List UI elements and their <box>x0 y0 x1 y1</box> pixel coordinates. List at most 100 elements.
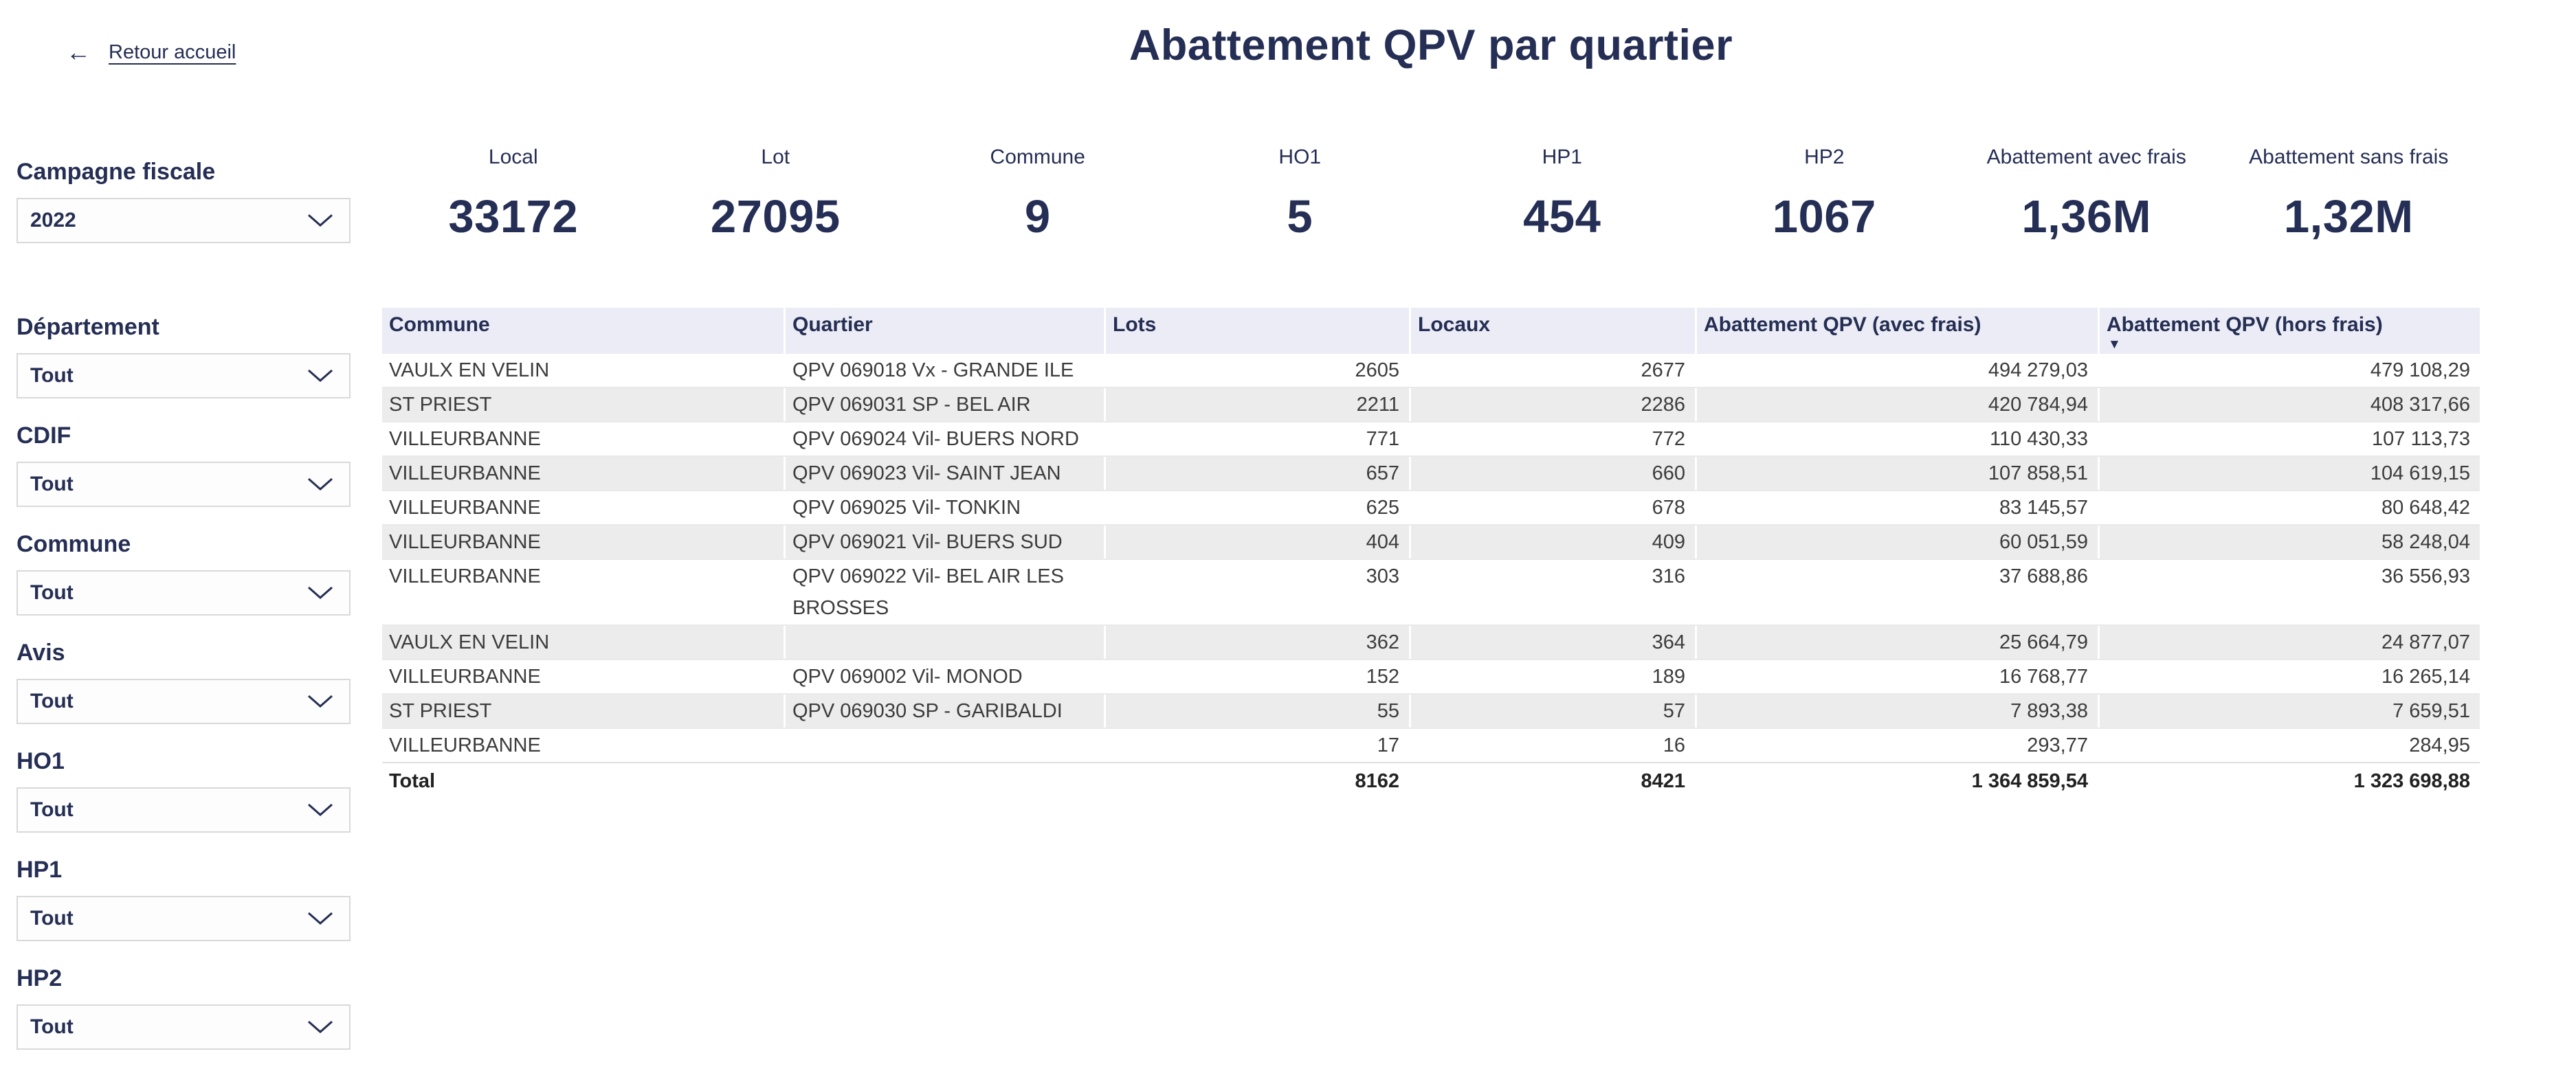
filter-group-hp2: HP2 Tout <box>16 965 351 1050</box>
cell-commune: VILLEURBANNE <box>389 531 541 553</box>
cell-commune: VILLEURBANNE <box>389 497 541 519</box>
cell-abattement-avec-frais: 494 279,03 <box>1988 359 2088 381</box>
column-header-locaux[interactable]: Locaux <box>1409 308 1695 354</box>
cell-abattement-hors-frais: 479 108,29 <box>2370 359 2470 381</box>
cell-total-lots: 8162 <box>1355 770 1399 792</box>
filter-label: Campagne fiscale <box>16 159 216 185</box>
table-row[interactable]: VILLEURBANNE QPV 069024 Vil- BUERS NORD … <box>382 421 2480 455</box>
kpi-label: HO1 <box>1278 146 1322 168</box>
filter-select-avis[interactable]: Tout <box>16 679 351 724</box>
cell-quartier: QPV 069025 Vil- TONKIN <box>792 497 1021 519</box>
filter-select-commune[interactable]: Tout <box>16 570 351 616</box>
cell-lots: 17 <box>1377 734 1399 756</box>
filter-group-ho1: HO1 Tout <box>16 747 351 833</box>
table-row[interactable]: VILLEURBANNE QPV 069021 Vil- BUERS SUD 4… <box>382 524 2480 559</box>
kpi-label: HP2 <box>1804 146 1845 168</box>
filter-selected-value: Tout <box>30 798 74 821</box>
table-row[interactable]: VILLEURBANNE 17 16 293,77 284,95 <box>382 728 2480 762</box>
filter-group-cdif: CDIF Tout <box>16 422 351 507</box>
table-total-row: Total 8162 8421 1 364 859,54 1 323 698,8… <box>382 762 2480 799</box>
filter-select-cdif[interactable]: Tout <box>16 462 351 507</box>
cell-abattement-hors-frais: 80 648,42 <box>2381 497 2470 519</box>
cell-abattement-avec-frais: 16 768,77 <box>1999 666 2088 688</box>
chevron-down-icon <box>308 586 333 600</box>
cell-abattement-hors-frais: 58 248,04 <box>2098 526 2480 559</box>
cell-locaux: 57 <box>1409 695 1695 728</box>
cell-lots: 55 <box>1104 695 1409 728</box>
cell-abattement-hors-frais: 284,95 <box>2409 734 2470 756</box>
chevron-down-icon <box>308 369 333 383</box>
filter-selected-value: Tout <box>30 473 74 495</box>
quartier-table: Commune Quartier Lots Locaux Abattement … <box>382 308 2480 799</box>
cell-total-label: Total <box>389 770 436 792</box>
kpi-hp2: HP2 1067 <box>1694 143 1956 245</box>
cell-commune: VILLEURBANNE <box>389 734 541 756</box>
table-row[interactable]: VAULX EN VELIN QPV 069018 Vx - GRANDE IL… <box>382 354 2480 387</box>
filter-select-campagne-fiscale[interactable]: 2022 <box>16 198 351 243</box>
cell-lots: 771 <box>1366 428 1399 450</box>
cell-lots: 303 <box>1366 565 1399 587</box>
kpi-label: Abattement sans frais <box>2249 146 2449 168</box>
cell-commune: ST PRIEST <box>389 700 492 722</box>
kpi-label: Local <box>488 146 538 168</box>
cell-locaux: 678 <box>1652 497 1685 519</box>
column-header-abattement-hors-frais[interactable]: Abattement QPV (hors frais) ▼ <box>2098 308 2480 354</box>
cell-commune: VILLEURBANNE <box>389 565 541 587</box>
table-row[interactable]: ST PRIEST QPV 069030 SP - GARIBALDI 55 5… <box>382 693 2480 728</box>
table-row[interactable]: VILLEURBANNE QPV 069022 Vil- BEL AIR LES… <box>382 559 2480 624</box>
back-to-home[interactable]: ← Retour accueil <box>66 38 236 66</box>
table-row[interactable]: ST PRIEST QPV 069031 SP - BEL AIR 2211 2… <box>382 387 2480 421</box>
table-header-row: Commune Quartier Lots Locaux Abattement … <box>382 308 2480 354</box>
cell-locaux: 316 <box>1652 565 1685 587</box>
cell-quartier: QPV 069018 Vx - GRANDE ILE <box>792 359 1074 381</box>
column-header-quartier[interactable]: Quartier <box>784 308 1104 354</box>
table-row[interactable]: VAULX EN VELIN 362 364 25 664,79 24 877,… <box>382 624 2480 659</box>
column-header-abattement-avec-frais[interactable]: Abattement QPV (avec frais) <box>1695 308 2098 354</box>
chevron-down-icon <box>308 1020 333 1034</box>
filter-select-hp1[interactable]: Tout <box>16 896 351 941</box>
cell-quartier: QPV 069021 Vil- BUERS SUD <box>784 526 1104 559</box>
cell-abattement-avec-frais: 83 145,57 <box>1999 497 2088 519</box>
filter-selected-value: Tout <box>30 1015 74 1038</box>
filter-select-departement[interactable]: Tout <box>16 353 351 398</box>
filter-sidebar: Campagne fiscale 2022 Département Tout C… <box>16 158 351 1069</box>
filter-label: HP1 <box>16 857 63 883</box>
kpi-abattement-sans-frais: Abattement sans frais 1,32M <box>2218 143 2480 245</box>
cell-quartier: QPV 069030 SP - GARIBALDI <box>784 695 1104 728</box>
filter-select-ho1[interactable]: Tout <box>16 787 351 833</box>
table-row[interactable]: VILLEURBANNE QPV 069002 Vil- MONOD 152 1… <box>382 659 2480 693</box>
filter-group-hp1: HP1 Tout <box>16 856 351 941</box>
column-header-label: Abattement QPV (hors frais) <box>2107 313 2383 336</box>
cell-total-abattement-hors-frais: 1 323 698,88 <box>2353 770 2470 792</box>
cell-abattement-avec-frais: 37 688,86 <box>1999 565 2088 587</box>
chevron-down-icon <box>308 912 333 925</box>
filter-label: HP2 <box>16 965 63 991</box>
kpi-ho1: HO1 5 <box>1169 143 1432 245</box>
kpi-value: 33172 <box>448 191 579 243</box>
kpi-value: 27095 <box>710 191 841 243</box>
cell-total-abattement-avec-frais: 1 364 859,54 <box>1971 770 2088 792</box>
cell-abattement-hors-frais: 7 659,51 <box>2098 695 2480 728</box>
column-header-lots[interactable]: Lots <box>1104 308 1409 354</box>
cell-quartier <box>784 626 1104 659</box>
chevron-down-icon <box>308 695 333 708</box>
cell-commune: ST PRIEST <box>389 394 492 416</box>
filter-select-hp2[interactable]: Tout <box>16 1004 351 1050</box>
column-header-commune[interactable]: Commune <box>389 313 490 336</box>
back-link[interactable]: Retour accueil <box>109 41 236 63</box>
cell-quartier: QPV 069024 Vil- BUERS NORD <box>792 428 1079 450</box>
table-row[interactable]: VILLEURBANNE QPV 069023 Vil- SAINT JEAN … <box>382 455 2480 490</box>
cell-quartier: QPV 069002 Vil- MONOD <box>792 666 1023 688</box>
cell-locaux: 189 <box>1652 666 1685 688</box>
cell-locaux: 2677 <box>1641 359 1685 381</box>
kpi-value: 1,36M <box>2021 191 2152 243</box>
kpi-local: Local 33172 <box>382 143 645 245</box>
filter-selected-value: Tout <box>30 690 74 712</box>
cell-abattement-hors-frais: 104 619,15 <box>2098 457 2480 490</box>
filter-selected-value: Tout <box>30 364 74 387</box>
cell-abattement-avec-frais: 7 893,38 <box>1695 695 2098 728</box>
cell-abattement-avec-frais: 25 664,79 <box>1695 626 2098 659</box>
cell-abattement-avec-frais: 110 430,33 <box>1990 428 2088 450</box>
cell-abattement-hors-frais: 16 265,14 <box>2381 666 2470 688</box>
table-row[interactable]: VILLEURBANNE QPV 069025 Vil- TONKIN 625 … <box>382 490 2480 524</box>
